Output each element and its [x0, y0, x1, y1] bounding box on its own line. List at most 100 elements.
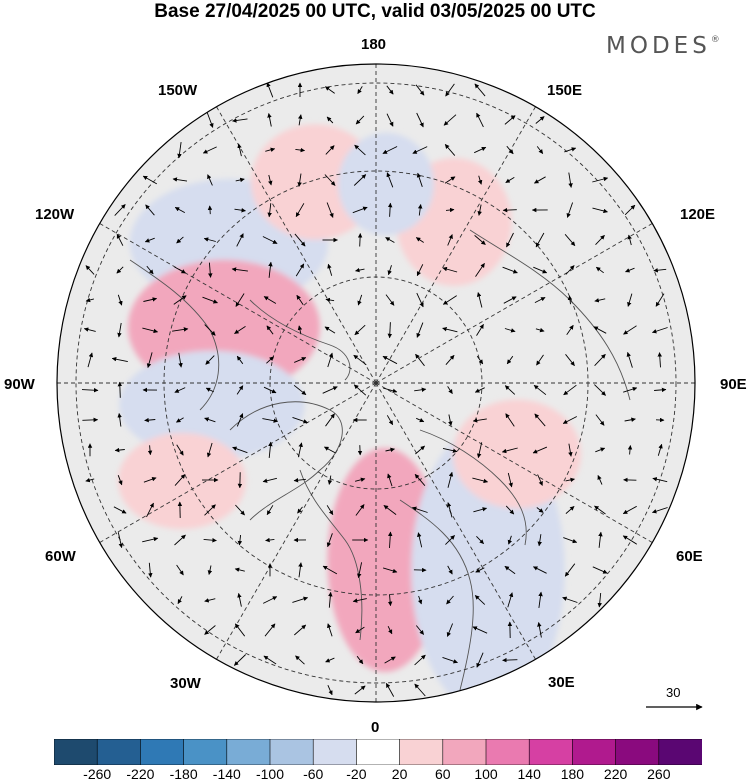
wind-arrow [563, 384, 577, 396]
brand-name: MODES [606, 33, 711, 59]
wind-arrow [264, 623, 276, 637]
wind-arrow [357, 294, 363, 306]
wind-arrow [204, 324, 216, 336]
wind-arrow [142, 327, 159, 334]
wind-arrow [298, 114, 303, 126]
colorbar-tick-label: -140 [212, 766, 241, 782]
wind-arrow [295, 203, 305, 218]
wind-arrow [206, 442, 213, 458]
wind-arrow [262, 477, 278, 483]
wind-arrow [412, 146, 428, 154]
colorbar-cell [399, 739, 444, 765]
wind-arrow [325, 413, 335, 427]
wind-arrow [174, 534, 186, 546]
wind-arrow [327, 352, 334, 368]
wind-arrow [506, 232, 514, 248]
wind-arrow [354, 324, 366, 336]
wind-arrow [592, 207, 608, 214]
wind-arrow [324, 326, 336, 334]
wind-arrow [324, 174, 336, 186]
colorbar-cell [96, 739, 142, 765]
wind-arrow [472, 418, 487, 423]
wind-arrow [85, 265, 95, 275]
wind-arrow [353, 384, 367, 396]
wind-arrow [627, 445, 633, 455]
wind-arrow [236, 355, 244, 365]
wind-arrow [416, 264, 424, 277]
wind-arrow [565, 506, 575, 514]
wind-arrow [474, 146, 487, 154]
wind-arrow [416, 112, 424, 128]
wind-arrow [204, 504, 216, 516]
wind-arrow [236, 233, 244, 247]
wind-arrow [447, 565, 453, 575]
wind-arrow [476, 324, 484, 336]
wind-arrow [386, 172, 394, 188]
wind-arrow [176, 417, 184, 423]
lon-label-60w: 60W [45, 548, 76, 565]
wind-arrow [148, 562, 153, 578]
wind-arrow [266, 82, 274, 98]
wind-arrow [414, 387, 427, 392]
wind-arrow [387, 625, 393, 635]
wind-arrow [144, 237, 155, 243]
wind-arrow [414, 654, 426, 666]
wind-arrow [622, 535, 638, 545]
wind-arrow [232, 446, 248, 454]
colorbar-cell [485, 739, 530, 765]
wind-arrow [147, 445, 153, 456]
lon-label-30e: 30E [548, 674, 575, 691]
wind-arrow [235, 177, 245, 183]
wind-arrow [415, 353, 425, 367]
wind-arrow [626, 351, 633, 368]
wind-arrow [477, 175, 483, 185]
meridian-line [375, 217, 663, 384]
wind-arrow [328, 591, 333, 608]
wind-arrow [594, 384, 606, 396]
wind-arrow [505, 505, 515, 515]
wind-arrow [294, 357, 307, 363]
wind-arrow [501, 447, 518, 454]
wind-arrow [356, 655, 364, 665]
colorbar-cell [312, 739, 358, 765]
wind-arrow [234, 326, 246, 334]
wind-arrow [417, 595, 423, 605]
wind-arrow [354, 477, 366, 482]
wind-arrow [235, 504, 245, 516]
wind-arrow [202, 146, 217, 154]
wind-arrow [474, 235, 486, 245]
lon-label-60e: 60E [676, 548, 703, 565]
colorbar-tick-label: 260 [647, 766, 671, 782]
wind-arrow [416, 292, 424, 308]
wind-arrow [203, 537, 217, 543]
wind-arrow [263, 655, 277, 665]
wind-arrow [296, 294, 304, 305]
wind-arrow [146, 352, 153, 369]
wind-arrow [507, 592, 514, 608]
wind-arrow [445, 207, 455, 213]
wind-arrow [447, 386, 453, 394]
colorbar-tick-label: 60 [435, 766, 451, 782]
wind-arrow [473, 507, 488, 513]
wind-arrow [82, 417, 99, 423]
wind-arrow [326, 202, 334, 218]
wind-arrow [447, 471, 454, 488]
wind-arrow [567, 295, 573, 305]
wind-arrow [536, 354, 544, 366]
wind-arrow [595, 266, 604, 274]
wind-arrow [207, 174, 213, 186]
wind-arrow [174, 474, 186, 486]
wind-arrow [414, 683, 426, 697]
wind-arrow [236, 385, 244, 395]
wind-arrow [566, 324, 574, 335]
wind-arrow [442, 447, 458, 453]
wind-arrow [475, 567, 485, 573]
wind-arrow [411, 506, 428, 513]
wind-arrow [203, 237, 216, 242]
wind-arrow [327, 475, 333, 485]
colorbar-tick-label: -220 [126, 766, 155, 782]
wind-arrow [234, 567, 245, 572]
wind-arrow [655, 293, 665, 307]
wind-arrow [446, 502, 453, 518]
wind-arrow [297, 173, 302, 187]
